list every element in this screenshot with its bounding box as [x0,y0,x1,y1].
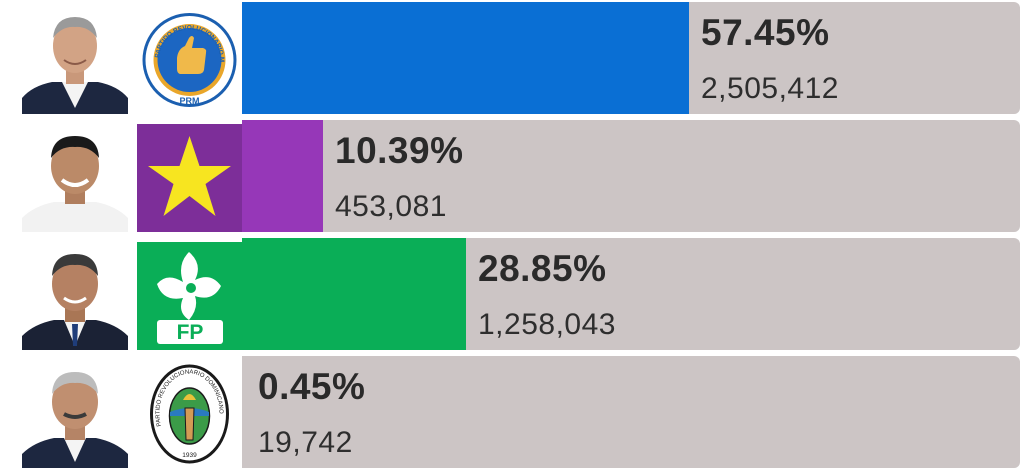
prm-thumbs-up-logo-icon: PARTIDO REVOLUCIONARIO MODERNO PRM [137,6,242,114]
candidate-photo-icon [22,126,128,232]
candidate-photo-icon [22,8,128,114]
bar-track: 10.39% 453,081 [242,120,1020,232]
result-row-fp: FP 28.85% 1,258,043 [0,238,1030,350]
star-logo-icon [137,124,242,232]
svg-text:1939: 1939 [182,452,197,459]
result-row-prd: PARTIDO REVOLUCIONARIO DOMINICANO 1939 0… [0,356,1030,468]
bar-fill-prm [242,2,689,114]
fp-flower-logo-icon: FP [137,242,242,350]
bar-track: 28.85% 1,258,043 [242,238,1020,350]
prd-seal-logo-icon: PARTIDO REVOLUCIONARIO DOMINICANO 1939 [137,360,242,468]
bar-fill-fp [242,238,466,350]
votes-label-prm: 2,505,412 [701,72,839,105]
result-row-prm: PARTIDO REVOLUCIONARIO MODERNO PRM 57.45… [0,2,1030,114]
svg-text:FP: FP [177,321,204,344]
candidate-photo-icon [22,244,128,350]
votes-label-fp: 1,258,043 [478,308,616,341]
bar-fill-estrella [242,120,323,232]
bar-fill-prd [242,356,246,468]
percent-label-prm: 57.45% [701,12,830,53]
bar-track: 0.45% 19,742 [242,356,1020,468]
svg-text:PRM: PRM [180,96,200,106]
percent-label-prd: 0.45% [258,366,366,407]
result-row-estrella: 10.39% 453,081 [0,120,1030,232]
votes-label-prd: 19,742 [258,426,353,459]
votes-label-estrella: 453,081 [335,190,447,223]
percent-label-estrella: 10.39% [335,130,464,171]
bar-track: 57.45% 2,505,412 [242,2,1020,114]
percent-label-fp: 28.85% [478,248,607,289]
candidate-photo-icon [22,362,128,468]
